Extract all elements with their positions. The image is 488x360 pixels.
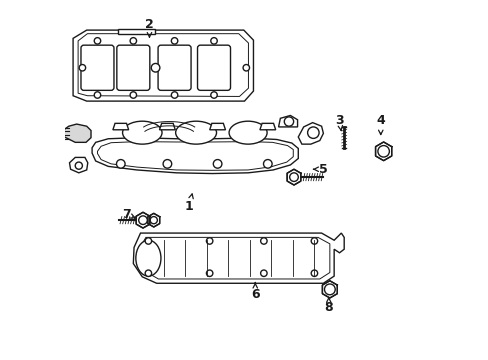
Polygon shape (92, 138, 298, 174)
Circle shape (324, 284, 335, 295)
Circle shape (210, 38, 217, 44)
Circle shape (75, 162, 82, 169)
Circle shape (130, 92, 136, 98)
Circle shape (145, 270, 151, 276)
Text: 6: 6 (250, 283, 259, 301)
Ellipse shape (228, 121, 266, 144)
Polygon shape (113, 123, 128, 130)
Circle shape (377, 145, 388, 157)
Circle shape (213, 159, 222, 168)
FancyBboxPatch shape (117, 45, 149, 90)
Text: 3: 3 (335, 114, 343, 131)
Polygon shape (159, 123, 175, 130)
Circle shape (289, 173, 298, 181)
Circle shape (94, 92, 101, 98)
Circle shape (151, 63, 160, 72)
Circle shape (284, 117, 293, 126)
Circle shape (310, 270, 317, 276)
Polygon shape (260, 123, 275, 130)
Polygon shape (209, 123, 225, 130)
Text: 8: 8 (324, 298, 332, 314)
Text: 5: 5 (313, 163, 327, 176)
Ellipse shape (175, 121, 216, 144)
Circle shape (307, 127, 319, 138)
Polygon shape (136, 212, 149, 228)
Polygon shape (286, 169, 300, 185)
FancyBboxPatch shape (158, 45, 191, 90)
Polygon shape (278, 116, 297, 127)
Polygon shape (147, 213, 160, 227)
Circle shape (139, 216, 147, 225)
Circle shape (260, 270, 266, 276)
Polygon shape (133, 233, 344, 283)
Polygon shape (118, 30, 155, 34)
Circle shape (263, 159, 271, 168)
Circle shape (206, 238, 212, 244)
Ellipse shape (122, 121, 162, 144)
FancyBboxPatch shape (81, 45, 114, 90)
Polygon shape (73, 30, 253, 101)
Ellipse shape (136, 240, 161, 276)
Text: 7: 7 (122, 208, 136, 221)
Circle shape (130, 38, 136, 44)
Circle shape (145, 238, 151, 244)
Circle shape (150, 217, 157, 224)
Circle shape (310, 238, 317, 244)
Polygon shape (62, 124, 91, 142)
Circle shape (171, 38, 178, 44)
Circle shape (163, 159, 171, 168)
Polygon shape (69, 157, 88, 173)
Polygon shape (375, 142, 391, 161)
Polygon shape (298, 123, 323, 144)
Circle shape (243, 64, 249, 71)
Text: 4: 4 (376, 114, 385, 135)
FancyBboxPatch shape (197, 45, 230, 90)
Circle shape (116, 159, 125, 168)
Circle shape (260, 238, 266, 244)
Circle shape (206, 270, 212, 276)
Circle shape (79, 64, 85, 71)
Polygon shape (322, 281, 337, 298)
Text: 1: 1 (184, 194, 193, 213)
Circle shape (94, 38, 101, 44)
Text: 2: 2 (145, 18, 154, 37)
Circle shape (210, 92, 217, 98)
Circle shape (171, 92, 178, 98)
